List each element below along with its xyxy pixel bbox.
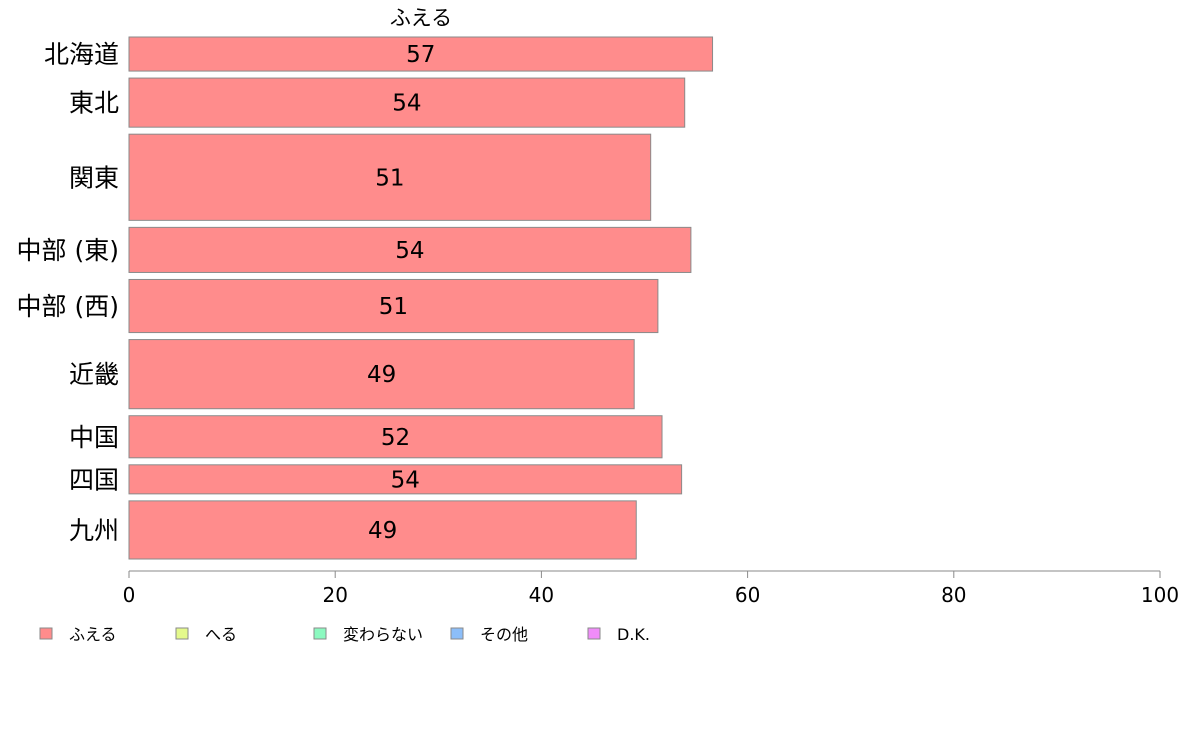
bar	[128, 339, 635, 410]
legend-swatch	[587, 627, 601, 640]
x-tick-label: 80	[941, 583, 966, 607]
bar-value-label: 49	[367, 362, 396, 388]
series-title: ふえる	[390, 6, 452, 30]
category-label: 関東	[69, 163, 119, 192]
category-label: 東北	[69, 89, 119, 118]
x-tick-label: 100	[1141, 583, 1179, 607]
legend: ふえる へる 変わらない その他 D.K.	[39, 625, 650, 644]
category-label: 中国	[69, 423, 119, 452]
category-label: 近畿	[69, 360, 119, 389]
bar-value-label: 51	[375, 165, 404, 191]
bar-value-label: 57	[406, 42, 435, 68]
legend-swatch	[39, 627, 53, 640]
legend-label: その他	[480, 625, 528, 644]
legend-swatch	[175, 627, 189, 640]
bar-value-label: 54	[395, 238, 424, 264]
bar-value-label: 54	[391, 467, 420, 493]
category-label: 中部 (東)	[17, 236, 119, 265]
category-label: 中部 (西)	[17, 292, 119, 321]
bar	[128, 226, 692, 273]
bar-value-label: 52	[381, 425, 410, 451]
legend-label: D.K.	[617, 625, 650, 644]
category-label: 四国	[69, 465, 119, 494]
legend-swatch	[313, 627, 327, 640]
legend-label: ふえる	[69, 625, 117, 644]
category-label: 北海道	[44, 40, 119, 69]
legend-label: へる	[205, 625, 237, 644]
bar	[128, 464, 683, 495]
x-tick-label: 40	[529, 583, 554, 607]
bar	[128, 500, 637, 560]
bar	[128, 36, 714, 72]
bar-value-label: 54	[392, 91, 421, 117]
bar	[128, 415, 663, 459]
bar-value-label: 49	[368, 518, 397, 544]
legend-swatch	[450, 627, 464, 640]
x-axis: 0 20 40 60 80 100	[123, 570, 1179, 607]
x-tick-label: 0	[123, 583, 136, 607]
bar-value-label: 51	[379, 294, 408, 320]
bar	[128, 278, 659, 334]
x-tick-label: 20	[322, 583, 347, 607]
bar-group: 57 54 51 54 51 49 52 54 49	[128, 36, 714, 560]
x-tick-label: 60	[735, 583, 760, 607]
category-label: 九州	[69, 516, 119, 545]
legend-label: 変わらない	[343, 625, 423, 644]
bar	[128, 77, 686, 128]
bar	[128, 133, 652, 221]
